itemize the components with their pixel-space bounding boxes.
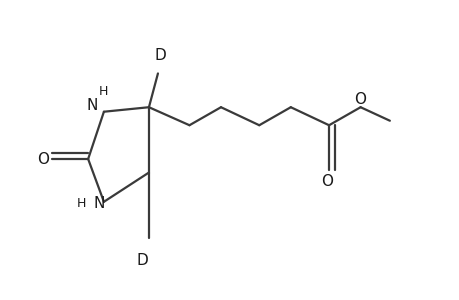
Text: D: D xyxy=(154,48,166,63)
Text: N: N xyxy=(93,196,104,211)
Text: H: H xyxy=(99,85,108,98)
Text: O: O xyxy=(354,92,366,106)
Text: H: H xyxy=(76,196,86,210)
Text: D: D xyxy=(136,253,148,268)
Text: N: N xyxy=(87,98,98,113)
Text: O: O xyxy=(320,174,332,189)
Text: O: O xyxy=(37,152,49,166)
